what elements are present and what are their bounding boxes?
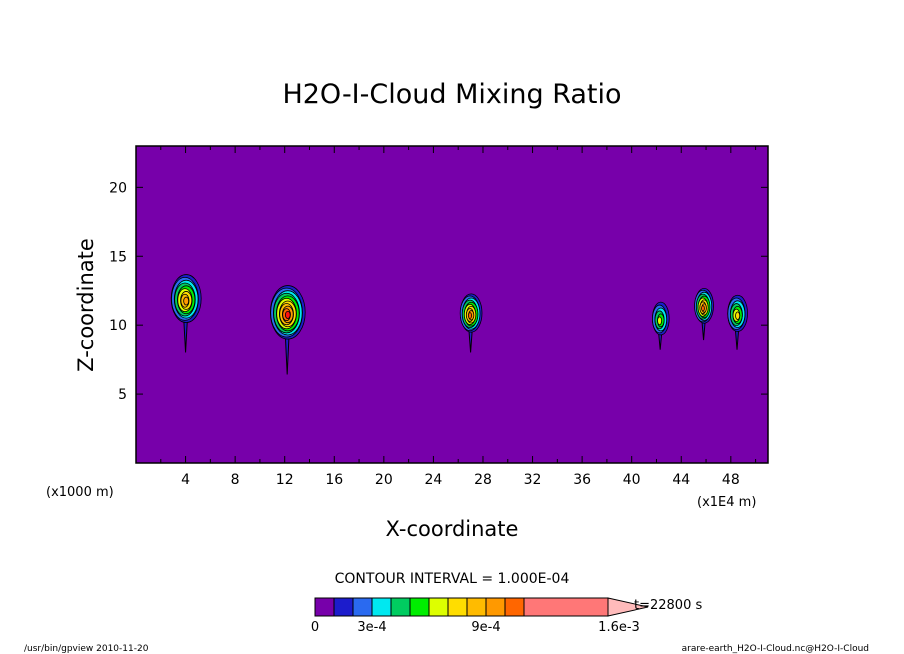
x-unit-label: (x1000 m) bbox=[46, 485, 114, 500]
footer-right: arare-earth_H2O-I-Cloud.nc@H2O-I-Cloud bbox=[682, 644, 869, 654]
plot-background bbox=[136, 146, 768, 463]
colorbar-swatch bbox=[504, 597, 525, 617]
cloud-level-9 bbox=[183, 296, 190, 306]
colorbar: 0 3e-4 9e-4 1.6e-3 bbox=[311, 597, 649, 635]
y-tick-label: 15 bbox=[109, 249, 127, 265]
x-tick-label: 12 bbox=[276, 472, 294, 488]
cloud-1 bbox=[170, 274, 202, 353]
colorbar-label: 9e-4 bbox=[471, 620, 500, 635]
colorbar-swatch bbox=[352, 597, 373, 617]
colorbar-swatch bbox=[447, 597, 468, 617]
x-tick-label: 20 bbox=[375, 472, 393, 488]
x-tick-label: 36 bbox=[573, 472, 591, 488]
x-tick-label: 44 bbox=[672, 472, 690, 488]
colorbar-swatch bbox=[428, 597, 449, 617]
x-tick-label: 28 bbox=[474, 472, 492, 488]
plot-frame bbox=[135, 145, 769, 464]
y-tick-label: 5 bbox=[118, 387, 127, 403]
cloud-6 bbox=[727, 294, 748, 350]
y-tick-label: 20 bbox=[109, 180, 127, 196]
colorbar-swatch-last bbox=[523, 597, 609, 617]
cloud-level-10 bbox=[701, 305, 705, 312]
x-tick-label: 32 bbox=[524, 472, 542, 488]
time-label: t=22800 s bbox=[634, 598, 702, 613]
colorbar-label: 3e-4 bbox=[357, 620, 386, 635]
cloud-4 bbox=[651, 301, 670, 350]
footer-left: /usr/bin/gpview 2010-11-20 bbox=[24, 644, 149, 654]
y-axis-label: Z-coordinate bbox=[74, 238, 98, 372]
x-tick-label: 40 bbox=[623, 472, 641, 488]
cloud-level-7 bbox=[735, 311, 741, 320]
x-axis-label: X-coordinate bbox=[386, 517, 519, 541]
colorbar-label: 0 bbox=[311, 620, 319, 635]
colorbar-swatch bbox=[409, 597, 430, 617]
x-tick-label: 8 bbox=[231, 472, 240, 488]
cloud-3 bbox=[459, 293, 483, 353]
x-tick-label: 24 bbox=[424, 472, 442, 488]
colorbar-swatch bbox=[485, 597, 506, 617]
colorbar-swatch bbox=[333, 597, 354, 617]
cloud-level-10 bbox=[467, 312, 473, 319]
x-tick-label: 4 bbox=[181, 472, 190, 488]
contour-interval-label: CONTOUR INTERVAL = 1.000E-04 bbox=[335, 571, 570, 587]
cloud-level-6 bbox=[657, 316, 663, 326]
colorbar-swatch bbox=[466, 597, 487, 617]
x-unit2-label: (x1E4 m) bbox=[697, 495, 756, 510]
x-tick-label: 16 bbox=[325, 472, 343, 488]
chart-title: H2O-I-Cloud Mixing Ratio bbox=[282, 79, 621, 110]
x-tick-label: 48 bbox=[722, 472, 740, 488]
cloud-5 bbox=[694, 287, 714, 341]
colorbar-swatch bbox=[314, 597, 335, 617]
colorbar-label: 1.6e-3 bbox=[598, 620, 640, 635]
y-tick-label: 10 bbox=[109, 318, 127, 334]
cloud-2 bbox=[269, 285, 306, 375]
colorbar-extend-arrow bbox=[607, 597, 649, 617]
colorbar-swatch bbox=[390, 597, 411, 617]
colorbar-swatch bbox=[371, 597, 392, 617]
cloud-level-11 bbox=[284, 310, 291, 319]
